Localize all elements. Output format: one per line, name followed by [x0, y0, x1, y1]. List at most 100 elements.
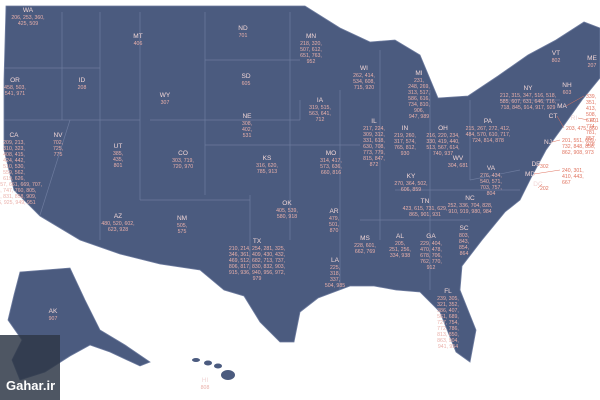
area-codes: 309, 312, — [363, 132, 385, 138]
area-codes: 541, 971 — [5, 91, 25, 97]
state-abbr: SC — [459, 225, 468, 232]
area-codes: 718, 845, 914, 917, 929 — [501, 105, 556, 111]
state-abbr: VT — [552, 50, 560, 57]
area-codes: 941, 954 — [438, 344, 458, 350]
area-codes: 410, 443, — [562, 174, 584, 180]
area-codes: 401 — [590, 118, 599, 124]
area-codes: 504, 985 — [325, 283, 345, 289]
area-codes: 667 — [562, 180, 571, 186]
state-abbr: NE — [242, 113, 252, 120]
area-codes: 231, — [414, 78, 424, 84]
area-codes: 650, 657, 661, 669, 707, — [0, 182, 42, 188]
area-codes: 813, 850, — [437, 332, 459, 338]
area-codes: 513, 567, 614, — [426, 145, 459, 151]
state-abbr: HI — [202, 377, 209, 384]
area-codes: 469, 512, 682, 713, 737, — [229, 258, 285, 264]
area-codes: 276, 434, — [480, 173, 502, 179]
area-codes: 318, — [330, 271, 340, 277]
state-abbr: OK — [282, 200, 292, 207]
area-codes: 585, 607, 631, 646, 716, — [500, 99, 556, 105]
state-abbr: FL — [444, 288, 452, 295]
area-codes: 217, 224, — [363, 126, 385, 132]
area-codes: 606, 859 — [401, 187, 421, 193]
leader-line — [565, 95, 585, 107]
area-codes: 630, 708, — [363, 144, 385, 150]
leader-line — [556, 115, 565, 129]
area-codes: 947, 989 — [409, 114, 429, 120]
area-codes: 803, — [459, 233, 469, 239]
state-abbr: IL — [371, 118, 377, 125]
area-codes: 978 — [586, 142, 595, 148]
leader-line — [577, 117, 589, 121]
area-codes: 734, 810, — [408, 102, 430, 108]
area-codes: 262, 414, — [353, 73, 375, 79]
area-codes: 801 — [114, 163, 123, 169]
area-codes: 559, 562, — [3, 170, 25, 176]
state-abbr: CT — [549, 113, 558, 120]
area-codes: 605 — [242, 81, 251, 87]
state-abbr: NV — [53, 132, 63, 139]
area-codes: 424, 442, — [3, 158, 25, 164]
leader-line — [533, 169, 561, 175]
area-codes: 307 — [161, 100, 170, 106]
area-codes: 346, 361, 409, 430, 432, — [229, 252, 285, 258]
area-codes: 808 — [201, 385, 210, 391]
area-codes: 302 — [540, 164, 549, 170]
area-codes: 484, 570, 610, 717, — [466, 132, 511, 138]
state-abbr: WV — [453, 155, 464, 162]
area-codes: 702, — [53, 140, 63, 146]
state-abbr: MI — [415, 70, 422, 77]
area-codes: 413, — [586, 106, 596, 112]
state-abbr: AZ — [114, 213, 122, 220]
area-codes: 239, 305, — [437, 296, 459, 302]
area-codes: 208 — [78, 85, 87, 91]
area-codes: 727, 754, — [437, 320, 459, 326]
area-codes: 623, 928 — [108, 227, 128, 233]
state-abbr: NH — [562, 82, 572, 89]
leader-line — [537, 183, 543, 189]
area-codes: 479, — [329, 216, 339, 222]
area-codes: 979 — [253, 276, 262, 282]
area-codes: 385, — [113, 151, 123, 157]
state-abbr: PA — [484, 118, 493, 125]
state-abbr: TN — [421, 198, 430, 205]
state-borders — [4, 12, 560, 290]
area-codes: 216, 220, 234, — [426, 133, 459, 139]
area-codes: 319, 515, — [309, 105, 331, 111]
area-codes: 207 — [588, 63, 597, 69]
area-codes: 316, 620, — [256, 163, 278, 169]
state-abbr: CO — [178, 150, 188, 157]
state-abbr: IA — [317, 97, 324, 104]
area-codes: 862, 908, 973 — [562, 150, 594, 156]
state-abbr: ME — [587, 55, 597, 62]
area-codes: 248, 269, — [408, 84, 430, 90]
state-abbr: DC — [533, 181, 543, 188]
area-codes: 203, 475, 860 — [566, 126, 598, 132]
area-codes: 619, 626, — [3, 176, 25, 182]
area-codes: 703, 757, — [480, 185, 502, 191]
state-abbr: CA — [9, 132, 19, 139]
state-abbr: OR — [10, 77, 20, 84]
area-codes: 906, — [414, 108, 424, 114]
area-codes: 423, 615, 731, 629, — [403, 206, 448, 212]
area-codes: 337, — [330, 277, 340, 283]
area-codes: 617, — [586, 118, 596, 124]
area-codes: 843, — [459, 239, 469, 245]
area-codes: 910, 919, 980, 984 — [448, 209, 491, 215]
state-abbr: KY — [407, 173, 416, 180]
area-codes: 215, 267, 272, 412, — [466, 126, 511, 132]
watermark-box — [0, 335, 60, 400]
area-codes: 339, — [586, 94, 596, 100]
area-codes: 251, 256, — [389, 247, 411, 253]
area-codes: 732, 848, 856, — [562, 144, 595, 150]
area-codes: 651, 763, — [300, 53, 322, 59]
state-abbr: KS — [263, 155, 272, 162]
state-abbr: ID — [79, 77, 86, 84]
area-codes: 916, 925, 949, 951 — [0, 200, 36, 206]
area-codes: 480, 520, 602, — [101, 221, 134, 227]
area-codes: 586, 616, — [408, 96, 430, 102]
area-codes: 774, — [586, 124, 596, 130]
area-codes: 534, 608, — [353, 79, 375, 85]
area-codes: 252, 336, 704, 828, — [448, 203, 493, 209]
area-codes: 505, — [177, 223, 187, 229]
